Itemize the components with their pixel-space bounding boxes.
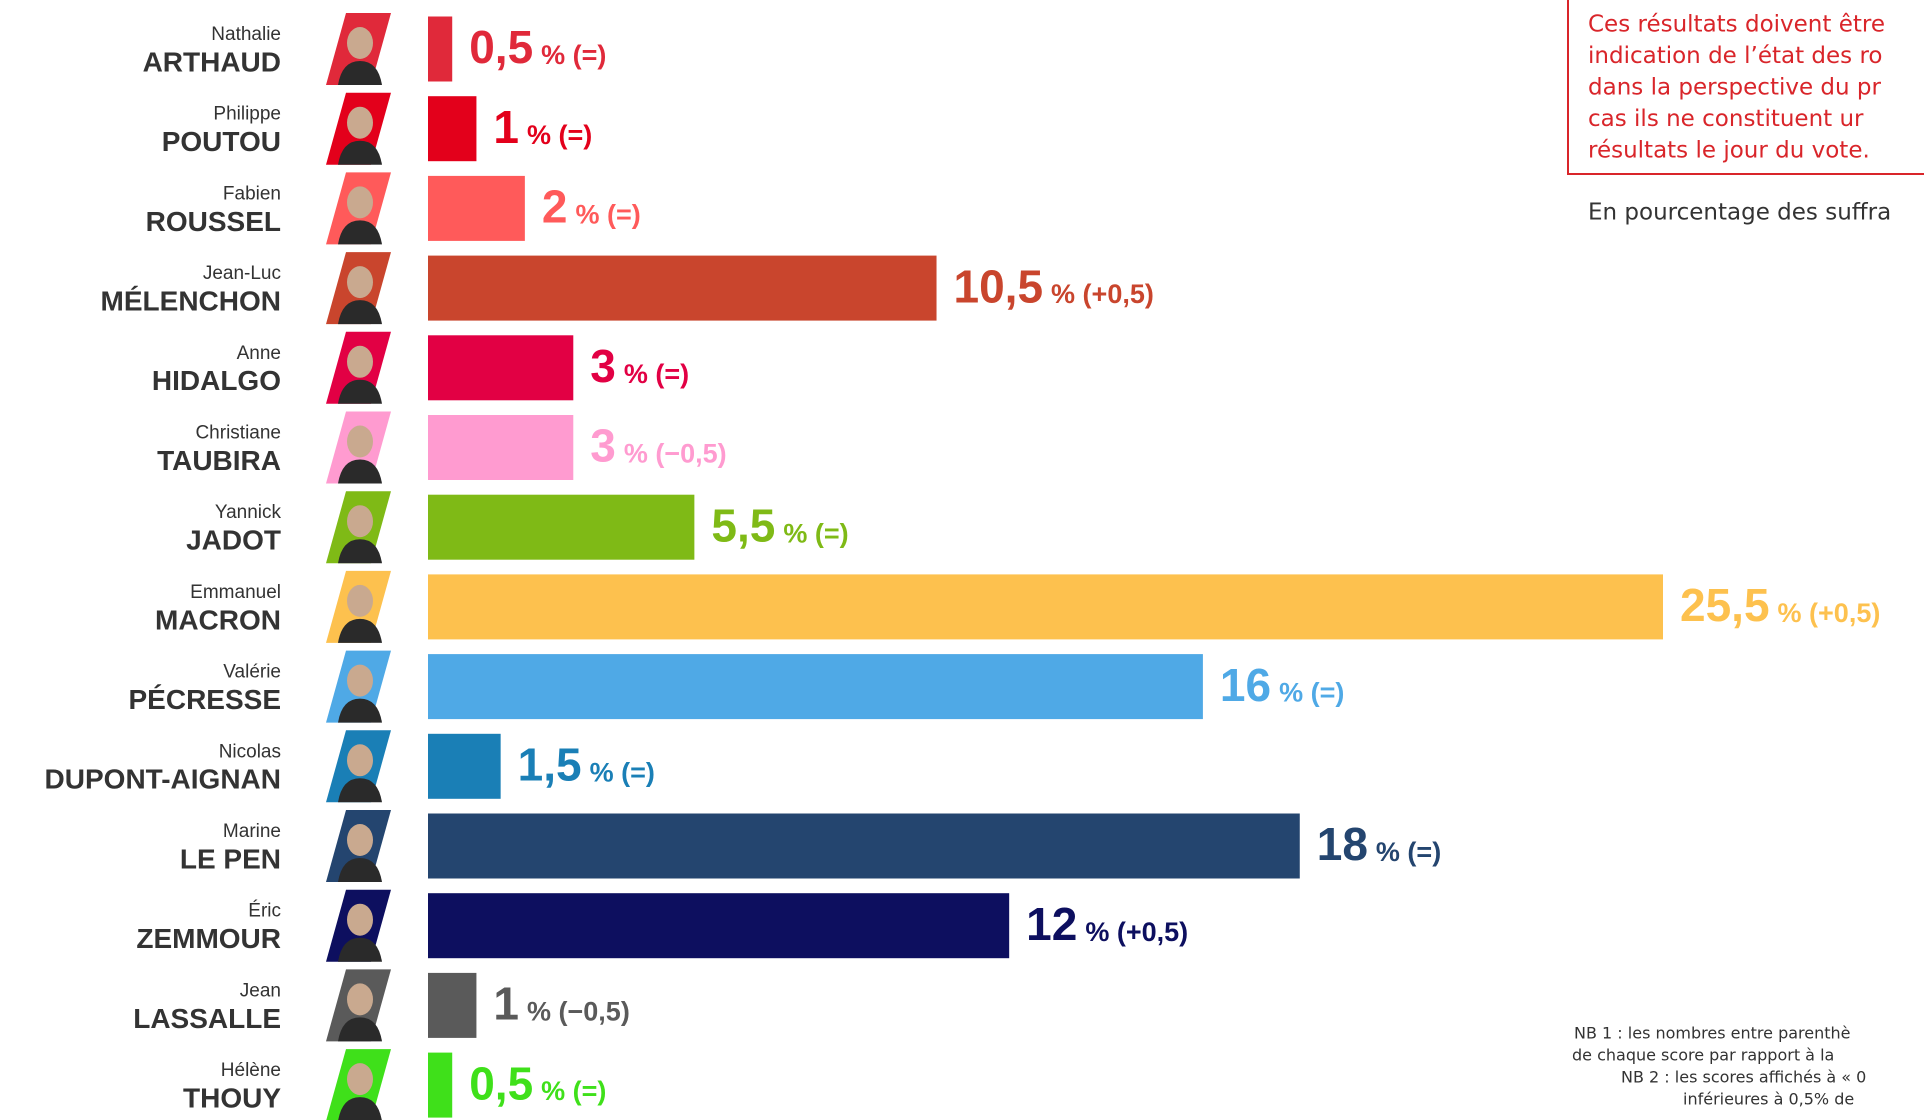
change-label: % (+0,5) bbox=[1051, 279, 1154, 309]
change-label: % (=) bbox=[527, 120, 592, 150]
first-name: Marine bbox=[223, 821, 281, 842]
photo-head bbox=[347, 346, 373, 378]
first-name: Jean-Luc bbox=[203, 263, 281, 284]
change-label: % (+0,5) bbox=[1778, 598, 1881, 628]
value-label: 10,5 bbox=[954, 260, 1044, 312]
last-name: DUPONT-AIGNAN bbox=[45, 764, 281, 795]
change-label: % (−0,5) bbox=[527, 997, 630, 1027]
first-name: Nathalie bbox=[211, 24, 281, 45]
photo-head bbox=[347, 1063, 373, 1095]
last-name: LE PEN bbox=[180, 843, 281, 874]
subtitle: En pourcentage des suffra bbox=[1588, 200, 1891, 226]
note-line: cas ils ne constituent ur bbox=[1588, 106, 1864, 132]
change-label: % (=) bbox=[783, 518, 848, 548]
note-line: dans la perspective du pr bbox=[1588, 75, 1882, 101]
photo-head bbox=[347, 904, 373, 936]
note-line: résultats le jour du vote. bbox=[1588, 138, 1870, 164]
photo-head bbox=[347, 665, 373, 697]
first-name: Hélène bbox=[221, 1060, 281, 1081]
last-name: ARTHAUD bbox=[143, 46, 281, 77]
bar bbox=[428, 415, 573, 480]
last-name: MACRON bbox=[155, 604, 281, 635]
value-label: 0,5 bbox=[469, 21, 533, 73]
footnote: NB 1 : les nombres entre parenthè bbox=[1574, 1024, 1851, 1043]
change-label: % (=) bbox=[541, 1076, 606, 1106]
first-name: Christiane bbox=[195, 423, 281, 444]
last-name: TAUBIRA bbox=[157, 445, 281, 476]
photo-head bbox=[347, 983, 373, 1015]
change-label: % (=) bbox=[590, 757, 655, 787]
last-name: ZEMMOUR bbox=[136, 923, 281, 954]
footnote: inférieures à 0,5% de bbox=[1683, 1090, 1854, 1109]
value-label: 16 bbox=[1220, 659, 1271, 711]
change-label: % (−0,5) bbox=[624, 439, 727, 469]
value-label: 18 bbox=[1317, 818, 1368, 870]
footnote: NB 2 : les scores affichés à « 0 bbox=[1621, 1068, 1866, 1087]
value-label: 2 bbox=[542, 181, 568, 233]
photo-head bbox=[347, 186, 373, 218]
bar bbox=[428, 814, 1300, 879]
value-label: 5,5 bbox=[711, 499, 775, 551]
first-name: Jean bbox=[240, 980, 281, 1001]
value-label: 12 bbox=[1026, 898, 1077, 950]
last-name: JADOT bbox=[186, 525, 281, 556]
value-label: 3 bbox=[590, 340, 616, 392]
bar bbox=[428, 96, 476, 161]
bar bbox=[428, 574, 1663, 639]
chart: NathalieARTHAUD 0,5 % (=) PhilippePOUTOU 1 % … bbox=[0, 0, 1924, 1120]
bar bbox=[428, 893, 1009, 958]
last-name: MÉLENCHON bbox=[101, 285, 281, 316]
bar bbox=[428, 176, 525, 241]
bar bbox=[428, 973, 476, 1038]
photo-head bbox=[347, 744, 373, 776]
photo-head bbox=[347, 505, 373, 537]
footnote: de chaque score par rapport à la bbox=[1572, 1046, 1834, 1065]
last-name: HIDALGO bbox=[152, 365, 281, 396]
first-name: Anne bbox=[237, 343, 281, 364]
last-name: THOUY bbox=[183, 1082, 281, 1113]
value-label: 1 bbox=[493, 101, 519, 153]
first-name: Nicolas bbox=[219, 741, 281, 762]
value-label: 1 bbox=[493, 978, 519, 1030]
first-name: Éric bbox=[248, 901, 281, 922]
bar bbox=[428, 1053, 452, 1118]
first-name: Emmanuel bbox=[190, 582, 281, 603]
first-name: Fabien bbox=[223, 183, 281, 204]
change-label: % (+0,5) bbox=[1085, 917, 1188, 947]
bar bbox=[428, 335, 573, 400]
change-label: % (=) bbox=[1376, 837, 1441, 867]
first-name: Yannick bbox=[215, 502, 282, 523]
value-label: 25,5 bbox=[1680, 579, 1770, 631]
value-label: 3 bbox=[590, 420, 616, 472]
value-label: 1,5 bbox=[518, 738, 582, 790]
bar bbox=[428, 256, 937, 321]
bar bbox=[428, 654, 1203, 719]
note-line: Ces résultats doivent être bbox=[1588, 12, 1885, 38]
last-name: PÉCRESSE bbox=[129, 684, 282, 715]
change-label: % (=) bbox=[1279, 678, 1344, 708]
value-label: 0,5 bbox=[469, 1057, 533, 1109]
change-label: % (=) bbox=[575, 200, 640, 230]
change-label: % (=) bbox=[624, 359, 689, 389]
bar bbox=[428, 17, 452, 82]
bar bbox=[428, 495, 694, 560]
last-name: POUTOU bbox=[162, 126, 281, 157]
photo-head bbox=[347, 824, 373, 856]
bar bbox=[428, 734, 501, 799]
last-name: ROUSSEL bbox=[146, 206, 281, 237]
change-label: % (=) bbox=[541, 40, 606, 70]
photo-head bbox=[347, 426, 373, 458]
note-line: indication de l’état des ro bbox=[1588, 43, 1883, 69]
first-name: Valérie bbox=[223, 662, 281, 683]
photo-head bbox=[347, 585, 373, 617]
first-name: Philippe bbox=[213, 104, 281, 125]
photo-head bbox=[347, 266, 373, 298]
photo-head bbox=[347, 107, 373, 139]
last-name: LASSALLE bbox=[133, 1003, 281, 1034]
photo-head bbox=[347, 27, 373, 59]
